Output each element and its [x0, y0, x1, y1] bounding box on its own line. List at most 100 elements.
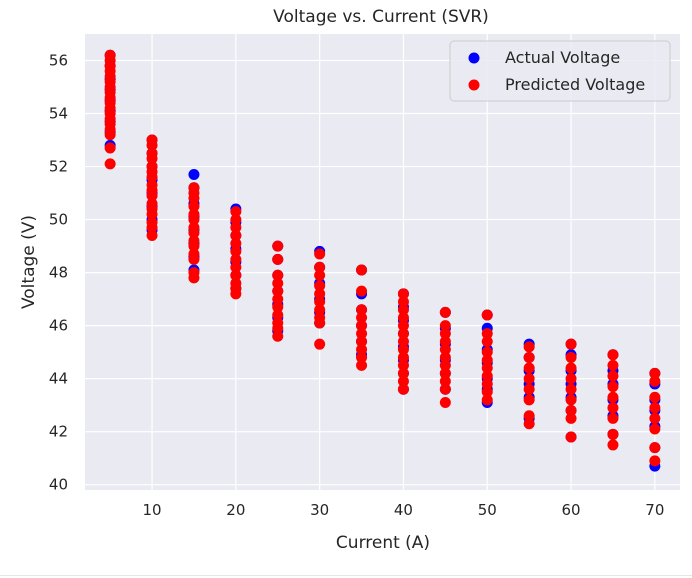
data-point [230, 261, 242, 273]
data-point [439, 375, 451, 387]
data-point [188, 192, 200, 204]
data-point [481, 362, 493, 374]
divider [0, 575, 692, 576]
legend-label-predicted: Predicted Voltage [505, 75, 645, 94]
data-point [397, 312, 409, 324]
x-tick-label: 10 [142, 501, 161, 519]
data-point [481, 394, 493, 406]
data-point [272, 301, 284, 313]
y-axis-label: Voltage (V) [19, 215, 39, 309]
data-point [565, 351, 577, 363]
data-point [146, 208, 158, 220]
data-point [607, 428, 619, 440]
data-point [188, 200, 200, 212]
data-point [397, 296, 409, 308]
y-tick-label: 46 [49, 317, 68, 335]
x-axis-ticks: 10 20 30 40 50 60 70 [142, 501, 664, 519]
data-point [314, 288, 326, 300]
data-point [607, 349, 619, 361]
data-point [356, 304, 368, 316]
data-point [188, 169, 200, 181]
data-point [439, 367, 451, 379]
data-point [607, 439, 619, 451]
data-point [272, 330, 284, 342]
data-point [523, 383, 535, 395]
x-tick-label: 50 [478, 501, 497, 519]
data-point [439, 397, 451, 409]
data-point [523, 341, 535, 353]
data-point [397, 328, 409, 340]
data-point [397, 288, 409, 300]
y-tick-label: 42 [49, 423, 68, 441]
data-point [188, 214, 200, 226]
data-point [397, 336, 409, 348]
data-point [230, 237, 242, 249]
data-point [356, 312, 368, 324]
y-tick-label: 50 [49, 211, 68, 229]
data-point [356, 285, 368, 297]
data-point [356, 351, 368, 363]
data-point [649, 402, 661, 414]
data-point [314, 338, 326, 350]
data-point [439, 336, 451, 348]
data-point [481, 346, 493, 358]
data-point [356, 359, 368, 371]
data-point [523, 351, 535, 363]
y-axis-ticks: 40 42 44 46 48 50 52 54 56 [49, 52, 68, 494]
data-point [607, 412, 619, 424]
data-point [397, 304, 409, 316]
data-point [523, 410, 535, 422]
data-point [607, 391, 619, 403]
data-point [607, 359, 619, 371]
data-point [649, 375, 661, 387]
data-point [230, 288, 242, 300]
data-point [272, 309, 284, 321]
data-point [565, 412, 577, 424]
data-point [481, 378, 493, 390]
data-point [481, 309, 493, 321]
legend: Actual Voltage Predicted Voltage [449, 40, 671, 102]
data-point [272, 240, 284, 252]
data-point [439, 343, 451, 355]
data-point [397, 383, 409, 395]
x-tick-label: 40 [394, 501, 413, 519]
data-point [230, 269, 242, 281]
legend-label-actual: Actual Voltage [505, 48, 620, 67]
data-point [607, 402, 619, 414]
plot-area [85, 34, 680, 490]
data-point [481, 328, 493, 340]
data-point [523, 394, 535, 406]
data-point [397, 367, 409, 379]
x-tick-label: 70 [645, 501, 664, 519]
data-point [356, 320, 368, 332]
data-point [272, 322, 284, 334]
data-point [565, 404, 577, 416]
legend-marker-predicted [468, 79, 480, 91]
data-point [439, 359, 451, 371]
data-point [104, 129, 116, 141]
data-point [272, 277, 284, 289]
y-tick-label: 54 [49, 105, 68, 123]
series-1 [104, 49, 661, 467]
data-point [649, 442, 661, 454]
data-point [397, 343, 409, 355]
data-point [439, 320, 451, 332]
chart-title: Voltage vs. Current (SVR) [273, 7, 489, 27]
data-point [188, 253, 200, 265]
data-point [230, 206, 242, 218]
x-tick-label: 60 [562, 501, 581, 519]
data-point [314, 269, 326, 281]
data-point [146, 229, 158, 241]
data-point [649, 391, 661, 403]
data-point [356, 343, 368, 355]
data-point [230, 214, 242, 226]
data-point [439, 383, 451, 395]
data-point [146, 153, 158, 165]
data-point [188, 240, 200, 252]
data-point [146, 222, 158, 234]
data-point [565, 431, 577, 443]
data-point [397, 320, 409, 332]
data-point [104, 158, 116, 170]
data-point [565, 373, 577, 385]
